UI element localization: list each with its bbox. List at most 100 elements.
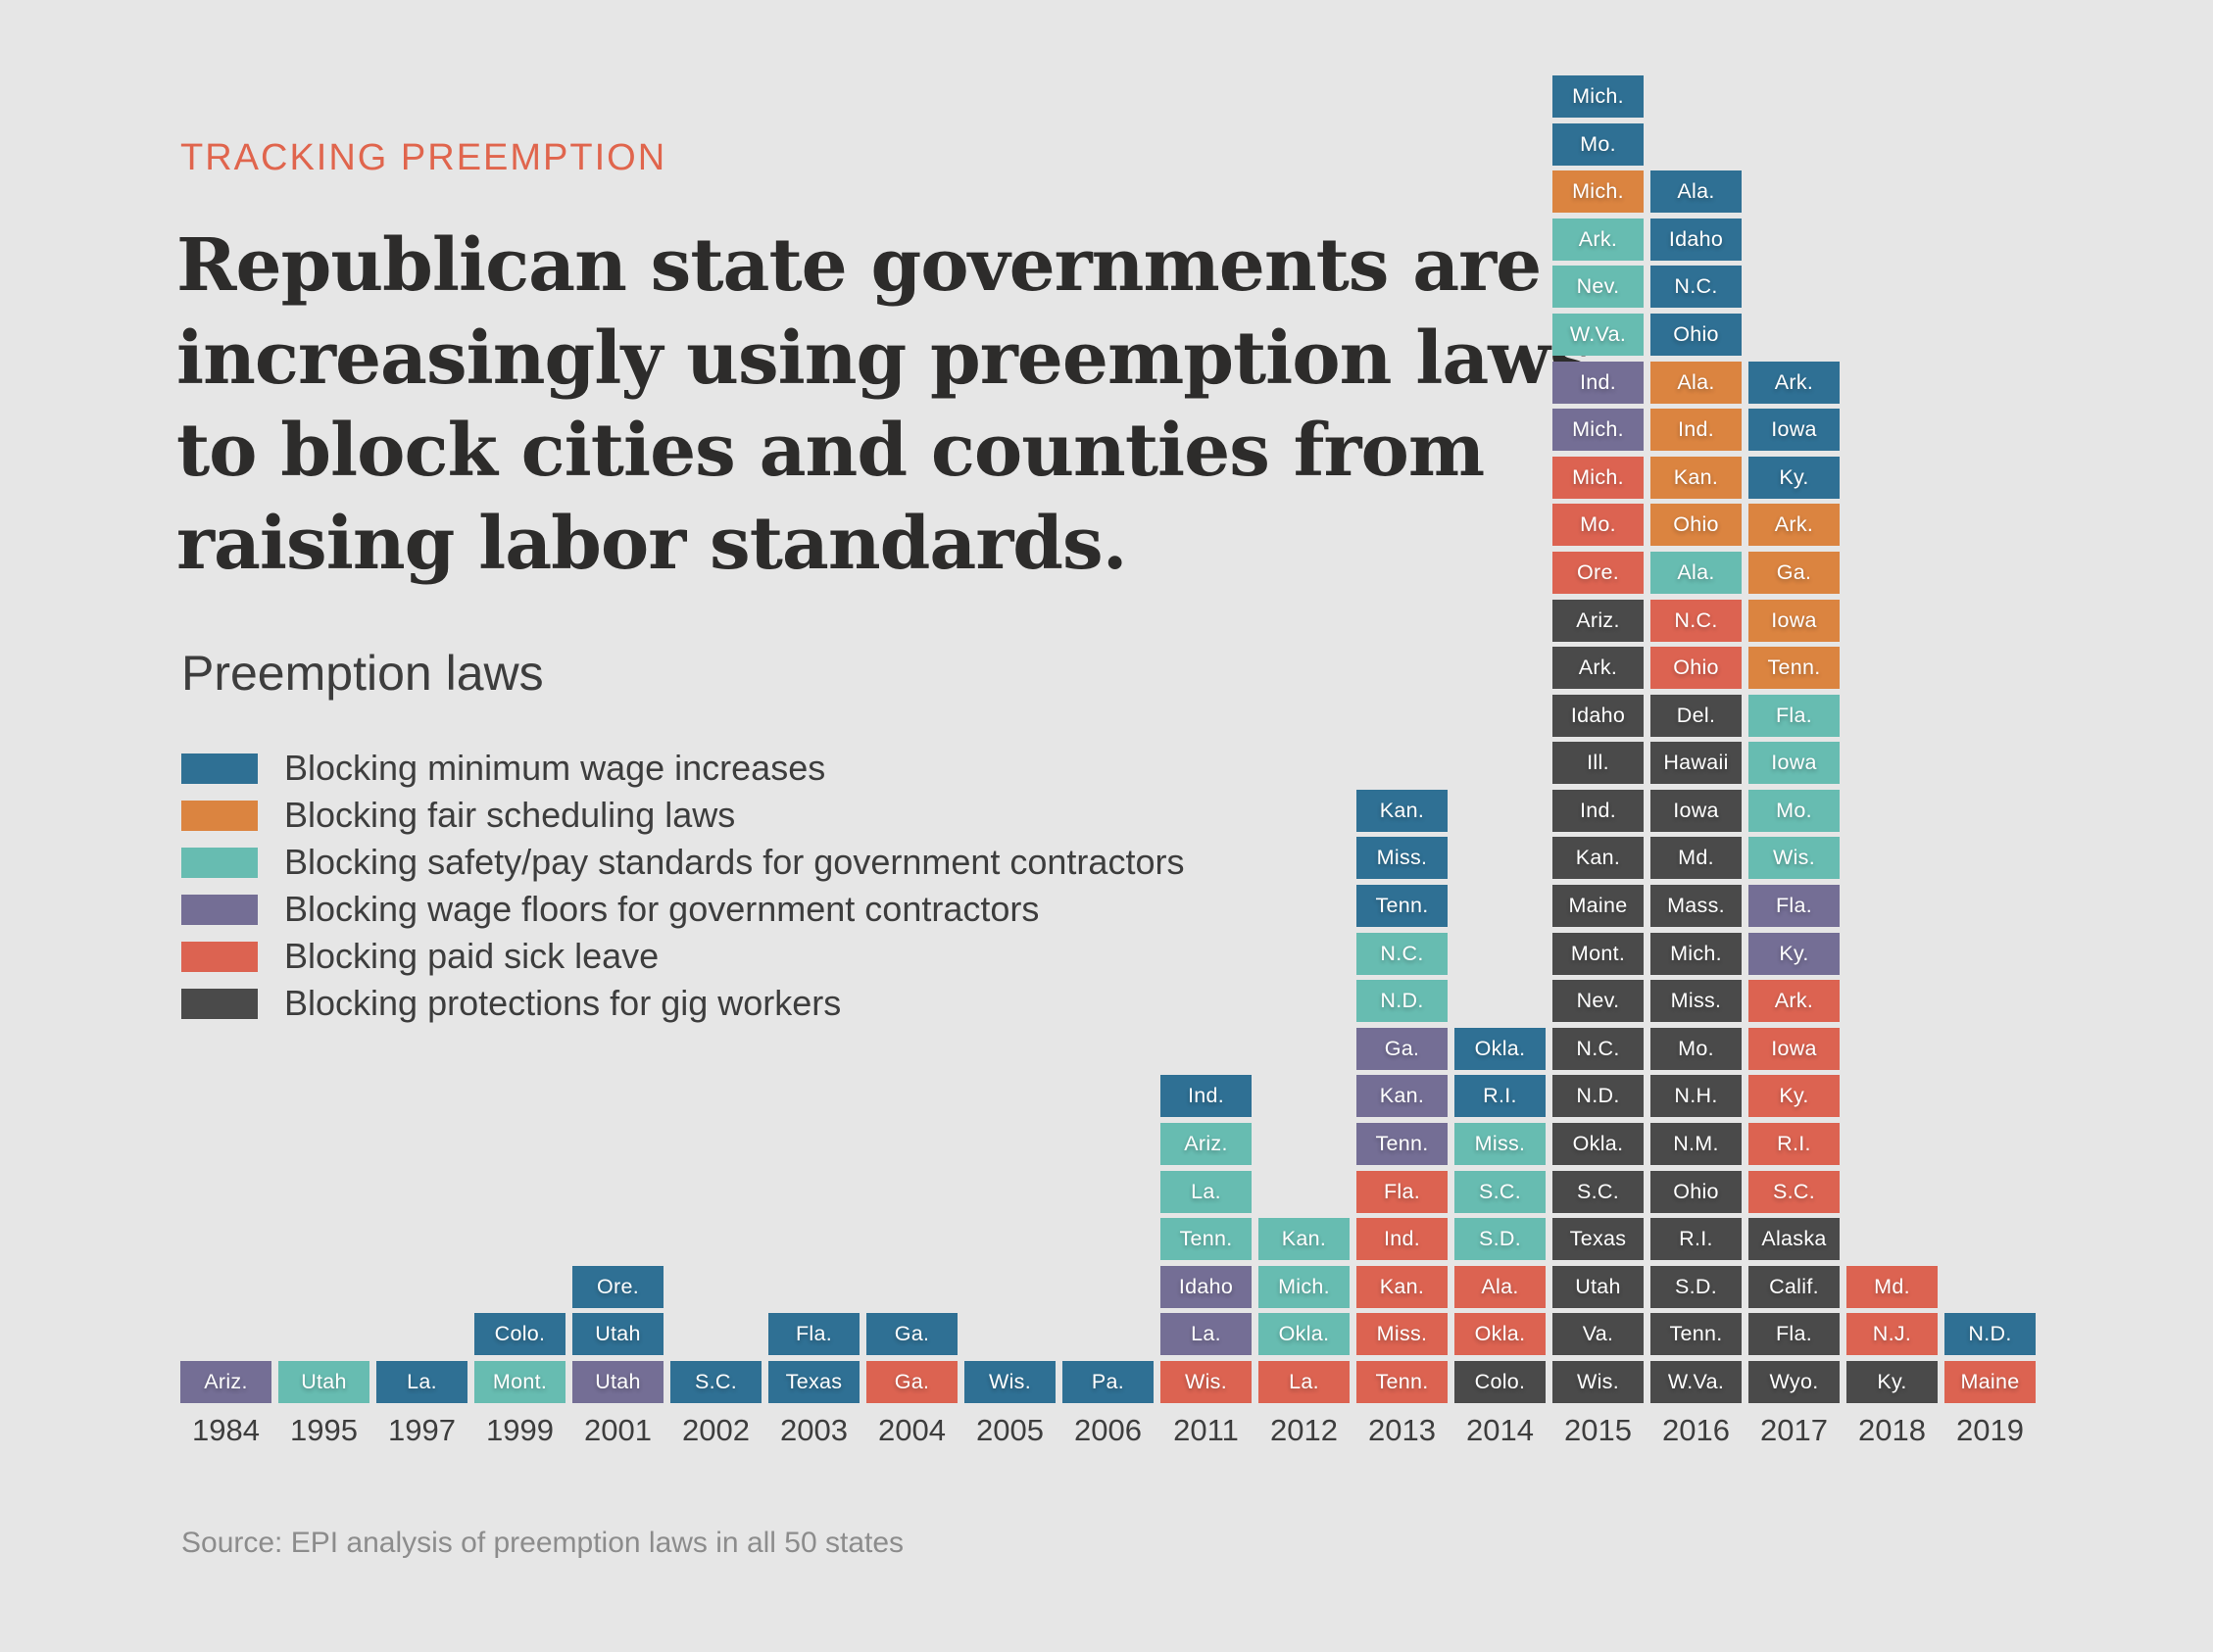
state-tile-2017: R.I. <box>1748 1123 1840 1166</box>
state-tile-2004: Ga. <box>866 1313 958 1356</box>
state-tile-2016: Ala. <box>1650 170 1742 214</box>
state-tile-2013: Ind. <box>1356 1218 1448 1261</box>
state-tile-2017: Mo. <box>1748 789 1840 832</box>
state-tile-2016: Md. <box>1650 837 1742 880</box>
state-tile-2011: La. <box>1160 1170 1252 1213</box>
kicker: TRACKING PREEMPTION <box>180 137 667 178</box>
state-tile-2001: Utah <box>572 1313 664 1356</box>
state-tile-2014: Okla. <box>1454 1313 1546 1356</box>
state-tile-2016: N.C. <box>1650 266 1742 309</box>
state-tile-2015: N.D. <box>1552 1075 1644 1118</box>
state-tile-2017: Ark. <box>1748 980 1840 1023</box>
state-tile-2016: Miss. <box>1650 980 1742 1023</box>
state-tile-2016: N.M. <box>1650 1123 1742 1166</box>
state-tile-2017: Ky. <box>1748 1075 1840 1118</box>
state-tile-2014: S.D. <box>1454 1218 1546 1261</box>
state-tile-2016: Iowa <box>1650 789 1742 832</box>
x-axis-label-2012: 2012 <box>1270 1413 1338 1447</box>
state-tile-2016: Ala. <box>1650 361 1742 404</box>
state-tile-2012: Mich. <box>1258 1265 1350 1308</box>
state-tile-2013: Miss. <box>1356 1313 1448 1356</box>
state-tile-2017: Fla. <box>1748 885 1840 928</box>
state-tile-2016: Ohio <box>1650 504 1742 547</box>
x-axis-label-1984: 1984 <box>192 1413 260 1447</box>
state-tile-2017: Ark. <box>1748 361 1840 404</box>
legend-item-gig: Blocking protections for gig workers <box>181 980 1184 1027</box>
state-tile-2013: Tenn. <box>1356 885 1448 928</box>
state-tile-2017: Ga. <box>1748 551 1840 594</box>
legend-swatch-sick_leave <box>181 941 258 972</box>
state-tile-2014: S.C. <box>1454 1170 1546 1213</box>
state-tile-2017: S.C. <box>1748 1170 1840 1213</box>
x-axis-label-2014: 2014 <box>1466 1413 1534 1447</box>
state-tile-2002: S.C. <box>670 1361 762 1403</box>
year-column-2001: Ore. Utah Utah <box>572 1265 664 1403</box>
state-tile-2013: N.C. <box>1356 932 1448 975</box>
x-axis-label-2019: 2019 <box>1956 1413 2024 1447</box>
state-tile-2015: Idaho <box>1552 694 1644 737</box>
legend-label: Blocking fair scheduling laws <box>284 795 736 835</box>
state-tile-2004: Ga. <box>866 1361 958 1403</box>
state-tile-2015: Maine <box>1552 885 1644 928</box>
state-tile-2015: Ind. <box>1552 361 1644 404</box>
year-column-2006: Pa. <box>1062 1361 1154 1403</box>
state-tile-2014: Colo. <box>1454 1361 1546 1403</box>
state-tile-1997: La. <box>376 1361 467 1403</box>
x-axis-label-1997: 1997 <box>388 1413 456 1447</box>
x-axis-label-2018: 2018 <box>1858 1413 1926 1447</box>
state-tile-2019: Maine <box>1944 1361 2036 1403</box>
state-tile-2015: Mich. <box>1552 74 1644 118</box>
x-axis-label-2003: 2003 <box>780 1413 848 1447</box>
state-tile-2016: Ind. <box>1650 409 1742 452</box>
state-tile-2001: Utah <box>572 1361 664 1403</box>
legend-swatch-safety_pay <box>181 847 258 878</box>
state-tile-2016: Hawaii <box>1650 742 1742 785</box>
year-column-2012: Kan. Mich. Okla. La. <box>1258 1218 1350 1403</box>
state-tile-2015: Nev. <box>1552 980 1644 1023</box>
legend-swatch-min_wage <box>181 753 258 784</box>
state-tile-2017: Fla. <box>1748 694 1840 737</box>
state-tile-2013: Kan. <box>1356 1075 1448 1118</box>
state-tile-2016: Mich. <box>1650 932 1742 975</box>
state-tile-2017: Alaska <box>1748 1218 1840 1261</box>
x-axis-label-2016: 2016 <box>1662 1413 1730 1447</box>
state-tile-2006: Pa. <box>1062 1361 1154 1403</box>
state-tile-2017: Ky. <box>1748 456 1840 499</box>
state-tile-2015: Utah <box>1552 1265 1644 1308</box>
state-tile-2015: Okla. <box>1552 1123 1644 1166</box>
state-tile-2017: Iowa <box>1748 742 1840 785</box>
state-tile-2013: Tenn. <box>1356 1123 1448 1166</box>
state-tile-2016: Kan. <box>1650 456 1742 499</box>
state-tile-2012: Kan. <box>1258 1218 1350 1261</box>
state-tile-2011: Wis. <box>1160 1361 1252 1403</box>
state-tile-2003: Fla. <box>768 1313 860 1356</box>
x-axis-label-1999: 1999 <box>486 1413 554 1447</box>
x-axis-label-2015: 2015 <box>1564 1413 1632 1447</box>
state-tile-2017: Iowa <box>1748 1027 1840 1070</box>
x-axis-label-2004: 2004 <box>878 1413 946 1447</box>
state-tile-2015: Mo. <box>1552 122 1644 166</box>
x-axis-label-2006: 2006 <box>1074 1413 1142 1447</box>
state-tile-2014: Miss. <box>1454 1123 1546 1166</box>
state-tile-2015: Mo. <box>1552 504 1644 547</box>
year-column-2019: N.D. Maine <box>1944 1313 2036 1403</box>
year-column-2011: Ind. Ariz. La. Tenn. Idaho La. Wis. <box>1160 1075 1252 1403</box>
state-tile-2016: Mo. <box>1650 1027 1742 1070</box>
state-tile-2014: R.I. <box>1454 1075 1546 1118</box>
state-tile-2018: N.J. <box>1846 1313 1938 1356</box>
state-tile-2013: Miss. <box>1356 837 1448 880</box>
state-tile-2015: Ark. <box>1552 218 1644 261</box>
state-tile-2015: Mich. <box>1552 456 1644 499</box>
legend-label: Blocking wage floors for government cont… <box>284 889 1040 929</box>
legend-swatch-wage_floors <box>181 894 258 925</box>
x-axis-label-2017: 2017 <box>1760 1413 1828 1447</box>
state-tile-2011: Ind. <box>1160 1075 1252 1118</box>
state-tile-2015: Nev. <box>1552 266 1644 309</box>
state-tile-2017: Tenn. <box>1748 647 1840 690</box>
page-title: Republican state governments are increas… <box>176 223 1591 587</box>
state-tile-2011: Idaho <box>1160 1265 1252 1308</box>
legend: Blocking minimum wage increases Blocking … <box>181 745 1184 1027</box>
state-tile-2015: Kan. <box>1552 837 1644 880</box>
state-tile-2014: Ala. <box>1454 1265 1546 1308</box>
state-tile-1995: Utah <box>278 1361 369 1403</box>
